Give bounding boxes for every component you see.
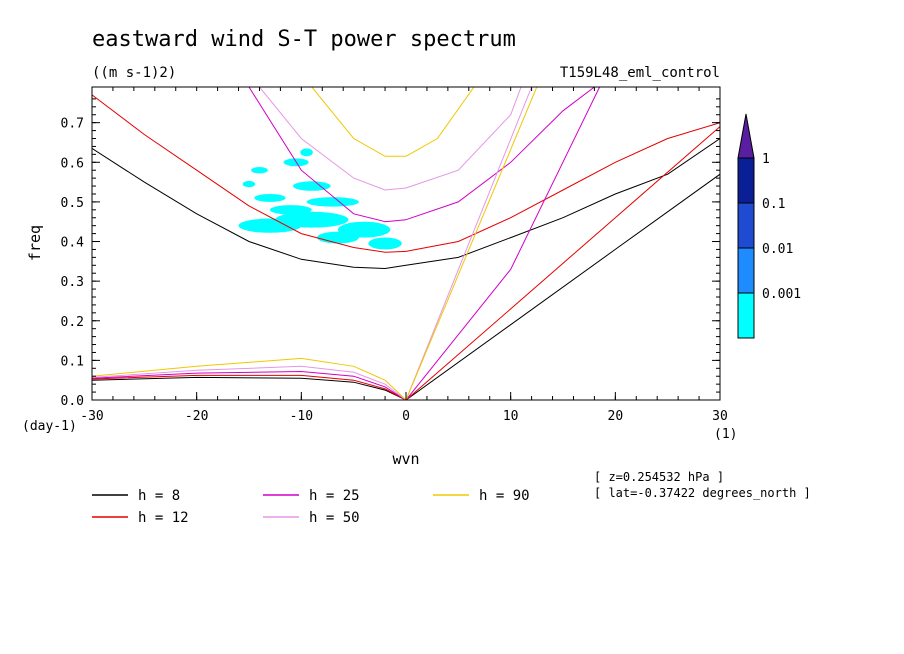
power-patch-4 — [368, 237, 402, 250]
legend-label-4: h = 90 — [479, 488, 530, 504]
legend-label-0: h = 8 — [138, 488, 180, 504]
curve-mrg-low-3 — [92, 365, 407, 400]
y-tick-label: 0.6 — [61, 156, 84, 171]
curve-kelvin-0 — [405, 173, 720, 400]
colorbar-segment-0 — [737, 157, 755, 204]
power-patch-11 — [300, 148, 313, 157]
power-patch-8 — [292, 181, 331, 191]
colorbar-label: 1 — [762, 152, 770, 167]
chart-title: eastward wind S-T power spectrum — [92, 27, 516, 52]
info-lat: [ lat=-0.37422 degrees_north ] — [594, 486, 811, 500]
power-patches — [238, 148, 402, 250]
power-patch-1 — [275, 211, 349, 228]
legend-label-2: h = 25 — [309, 488, 360, 504]
x-tick-label: -30 — [80, 409, 103, 424]
curve-ig-upper-left-0 — [92, 147, 407, 270]
info-z: [ z=0.254532 hPa ] — [594, 470, 724, 484]
y-tick-label: 0.4 — [61, 236, 85, 251]
x-tick-label: -10 — [290, 409, 313, 424]
power-patch-12 — [242, 180, 256, 188]
x-unit: (1) — [714, 427, 737, 442]
x-tick-label: -20 — [185, 409, 208, 424]
power-patch-10 — [251, 167, 268, 174]
power-patch-5 — [269, 205, 312, 215]
legend-label-3: h = 50 — [309, 510, 360, 526]
legend-label-1: h = 12 — [138, 510, 189, 526]
curve-kelvin-4 — [405, 87, 538, 400]
curve-ig-upper-left-1 — [92, 94, 407, 253]
x-tick-label: 20 — [608, 409, 624, 424]
axis-ticks: -30 -20 -10 0 10 20 30 0.0 0.1 0.2 0.3 0.4 0.5 0.6 0.7 — [61, 87, 728, 424]
curve-ig-upper-right-4 — [405, 87, 475, 157]
curve-kelvin-3 — [405, 87, 533, 400]
y-tick-label: 0.1 — [61, 354, 84, 369]
curve-mrg-low-0 — [92, 376, 407, 400]
curve-ig-upper-right-3 — [405, 87, 522, 189]
power-patch-6 — [306, 197, 359, 207]
power-patch-3 — [317, 231, 359, 244]
colorbar: 1 0.1 0.01 0.001 — [737, 113, 801, 339]
y-axis-label: freq — [26, 225, 44, 261]
curve-kelvin-2 — [405, 87, 601, 400]
curve-mrg-low-2 — [92, 370, 407, 400]
curve-ig-upper-right-1 — [405, 122, 720, 252]
power-patch-7 — [254, 193, 286, 202]
colorbar-label: 0.001 — [762, 287, 801, 302]
curve-ig-upper-left-4 — [311, 87, 406, 157]
y-unit: (day-1) — [22, 419, 77, 434]
run-label: T159L48_eml_control — [560, 65, 720, 81]
x-axis-label: wvn — [392, 450, 419, 468]
dispersion-curves — [92, 87, 720, 400]
curve-kelvin-1 — [405, 126, 720, 400]
colorbar-segment-3 — [737, 292, 755, 339]
x-tick-label: 30 — [712, 409, 728, 424]
plot-frame — [91, 86, 721, 401]
curve-ig-upper-right-2 — [405, 87, 595, 221]
curve-ig-upper-left-2 — [248, 87, 407, 223]
legend: h = 8 h = 12 h = 25 h = 50 h = 90 — [92, 488, 530, 526]
curve-mrg-low-4 — [92, 357, 407, 400]
x-tick-label: 10 — [503, 409, 519, 424]
curve-ig-upper-left-3 — [259, 87, 407, 191]
colorbar-segment-2 — [737, 247, 755, 294]
curve-ig-upper-right-0 — [405, 138, 720, 266]
x-tick-label: 0 — [402, 409, 410, 424]
chart-units: ((m s-1)2) — [92, 65, 176, 81]
colorbar-label: 0.01 — [762, 242, 793, 257]
colorbar-segment-1 — [737, 202, 755, 249]
y-tick-label: 0.2 — [61, 315, 84, 330]
colorbar-label: 0.1 — [762, 197, 785, 212]
curve-mrg-low-1 — [92, 374, 407, 400]
colorbar-top-arrow — [737, 113, 755, 159]
y-tick-label: 0.5 — [61, 196, 84, 211]
y-tick-label: 0.3 — [61, 275, 84, 290]
y-tick-label: 0.7 — [61, 117, 84, 132]
y-tick-label: 0.0 — [61, 394, 84, 409]
